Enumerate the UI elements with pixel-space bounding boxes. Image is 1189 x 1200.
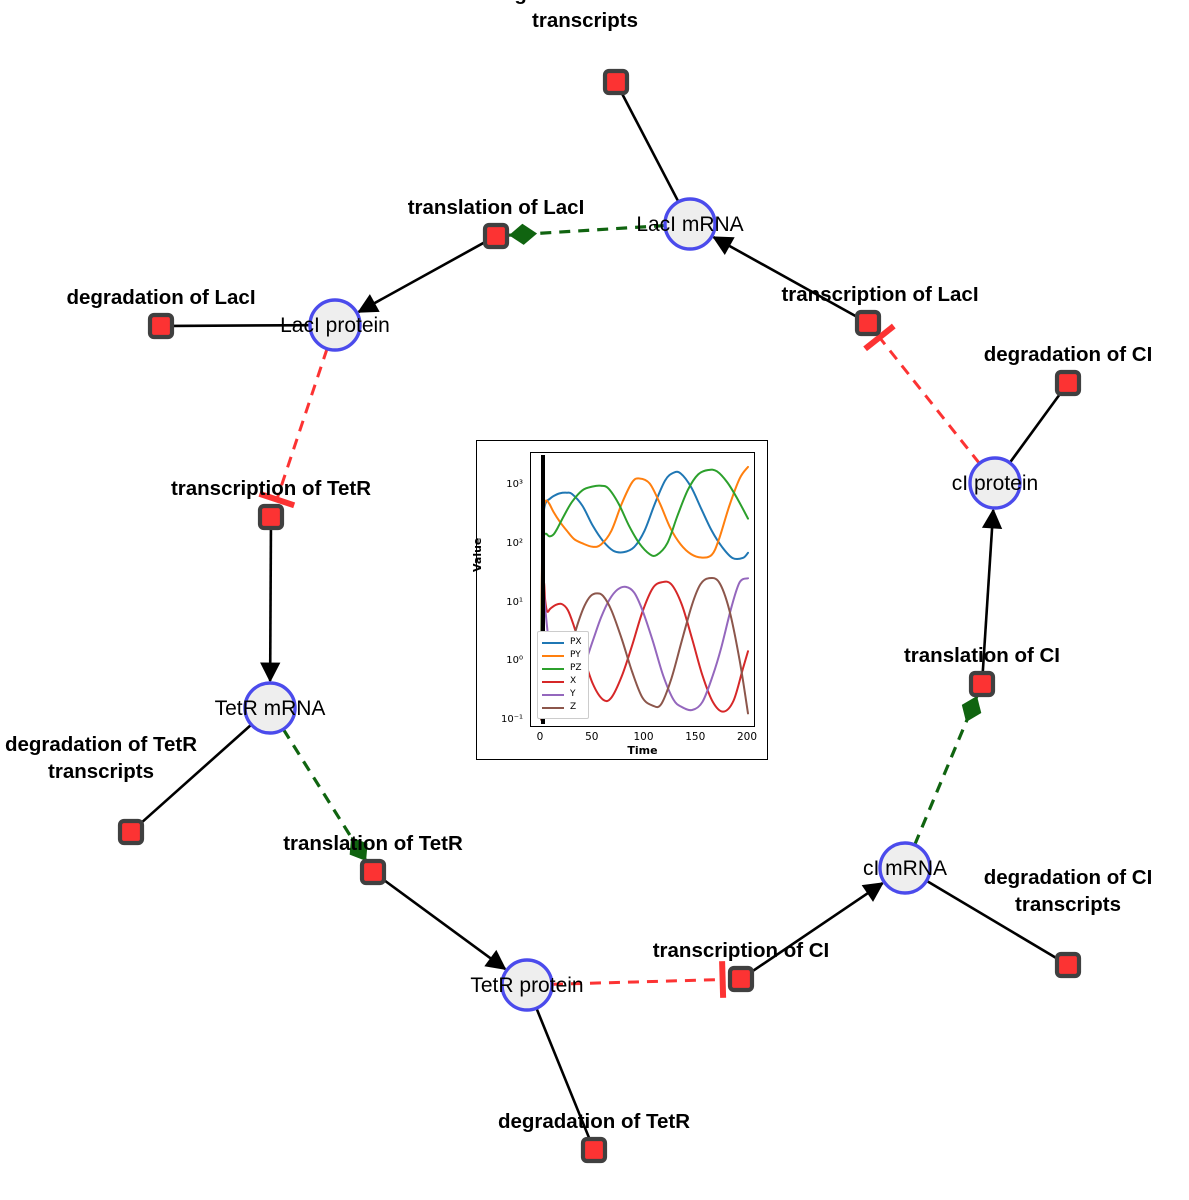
x-axis-label: Time <box>627 744 658 757</box>
reaction-node-translation_tetr[interactable] <box>359 858 387 886</box>
legend-item: PZ <box>542 662 582 675</box>
legend-label: Y <box>570 689 576 699</box>
reaction-label-translation_laci: translation of LacI <box>408 196 585 219</box>
reaction-node-transcription_tetr[interactable] <box>257 503 285 531</box>
edge-produce <box>381 877 507 971</box>
x-tick-label: 50 <box>585 731 599 743</box>
legend-swatch <box>542 654 564 657</box>
edge-consume <box>925 879 1060 961</box>
y-tick-label: 10⁰ <box>506 655 523 667</box>
legend-label: PY <box>570 650 581 660</box>
reaction-node-translation_ci[interactable] <box>968 670 996 698</box>
species-label-laci_protein: LacI protein <box>280 314 390 337</box>
edge-layer <box>138 91 1063 1141</box>
reaction-label-deg_tetr_transcripts: degradation of TetR transcripts <box>5 733 197 783</box>
node-layer <box>117 68 1082 1164</box>
x-tick-label: 100 <box>633 731 654 743</box>
y-tick-label: 10³ <box>506 479 523 491</box>
edge-produce <box>749 882 884 974</box>
edge-produce <box>357 240 488 314</box>
legend-label: PZ <box>570 663 582 673</box>
edge-modifier <box>508 223 666 245</box>
edge-consume <box>171 323 311 328</box>
species-label-tetr_protein: TetR protein <box>470 974 583 997</box>
species-label-laci_mrna: LacI mRNA <box>636 213 743 236</box>
reaction-node-deg_laci_transcripts[interactable] <box>602 68 630 96</box>
edge-consume <box>535 1007 592 1141</box>
reaction-label-transcription_ci: transcription of CI <box>653 939 830 962</box>
reaction-node-transcription_laci[interactable] <box>854 309 882 337</box>
x-tick-label: 200 <box>736 731 758 743</box>
legend-label: X <box>570 676 577 686</box>
edge-consume <box>619 91 680 203</box>
series-line-PZ <box>540 468 749 665</box>
edge-modifier <box>281 728 368 862</box>
reaction-label-deg_laci_transcripts: degradation of LacItranscripts <box>490 0 679 32</box>
species-label-tetr_mrna: TetR mRNA <box>215 697 326 720</box>
timeseries-inset-plot: 10⁻¹ 10⁰ 10¹ 10² 10³ 0 50 100 150 200 Value Time… <box>471 440 768 760</box>
x-tick-label: 0 <box>536 731 544 743</box>
reaction-label-deg_ci: degradation of CI <box>984 343 1153 366</box>
edge-produce <box>260 527 281 683</box>
reaction-label-deg_ci_transcripts: degradation of CI transcripts <box>984 866 1153 916</box>
edge-produce <box>981 508 1003 674</box>
edge-consume <box>1008 391 1063 464</box>
species-node-laci_mrna[interactable] <box>663 197 717 251</box>
edge-modifier <box>913 695 982 846</box>
reaction-label-translation_ci: translation of CI <box>904 644 1060 667</box>
edge-inhibit <box>551 961 727 998</box>
y-tick-label: 10² <box>506 537 523 549</box>
edge-consume <box>138 723 253 826</box>
legend-item: X <box>542 675 582 688</box>
legend-swatch <box>542 667 564 670</box>
species-label-ci_protein: cI protein <box>952 472 1038 495</box>
series-line-PY <box>540 465 749 665</box>
reaction-node-deg_ci_transcripts[interactable] <box>1054 951 1082 979</box>
legend-label: PX <box>570 637 582 647</box>
reaction-label-deg_tetr: degradation of TetR <box>498 1110 690 1133</box>
plot-legend: PX PY PZ X Y Z <box>537 631 589 719</box>
edge-produce <box>712 235 860 319</box>
reaction-label-transcription_laci: transcription of LacI <box>781 283 978 306</box>
y-axis-label: Value <box>471 537 484 572</box>
legend-swatch <box>542 641 564 644</box>
species-node-laci_protein[interactable] <box>308 298 362 352</box>
label-layer: LacI mRNA LacI protein TetR mRNA TetR prote… <box>5 0 1152 1133</box>
edge-inhibit <box>863 323 981 465</box>
legend-label: Z <box>570 702 577 712</box>
reaction-node-deg_tetr_transcripts[interactable] <box>117 818 145 846</box>
reaction-label-translation_tetr: translation of TetR <box>283 832 463 855</box>
reaction-node-deg_laci[interactable] <box>147 312 175 340</box>
edge-inhibit <box>258 348 329 509</box>
species-node-tetr_protein[interactable] <box>500 958 554 1012</box>
legend-swatch <box>542 693 564 696</box>
reaction-label-transcription_tetr: transcription of TetR <box>171 477 371 500</box>
legend-item: PY <box>542 649 582 662</box>
legend-item: PX <box>542 636 582 649</box>
reaction-label-deg_laci: degradation of LacI <box>66 286 255 309</box>
y-tick-label: 10¹ <box>506 596 523 608</box>
reaction-node-deg_ci[interactable] <box>1054 369 1082 397</box>
species-node-ci_mrna[interactable] <box>878 841 932 895</box>
y-tick-label: 10⁻¹ <box>500 714 523 725</box>
legend-item: Y <box>542 688 582 701</box>
legend-item: Z <box>542 701 582 714</box>
reaction-node-transcription_ci[interactable] <box>727 965 755 993</box>
species-node-tetr_mrna[interactable] <box>243 681 297 735</box>
reaction-node-translation_laci[interactable] <box>482 222 510 250</box>
x-tick-label: 150 <box>685 731 706 743</box>
species-node-ci_protein[interactable] <box>968 456 1022 510</box>
legend-swatch <box>542 680 564 683</box>
legend-swatch <box>542 706 564 709</box>
species-label-ci_mrna: cI mRNA <box>863 857 947 880</box>
reaction-node-deg_tetr[interactable] <box>580 1136 608 1164</box>
